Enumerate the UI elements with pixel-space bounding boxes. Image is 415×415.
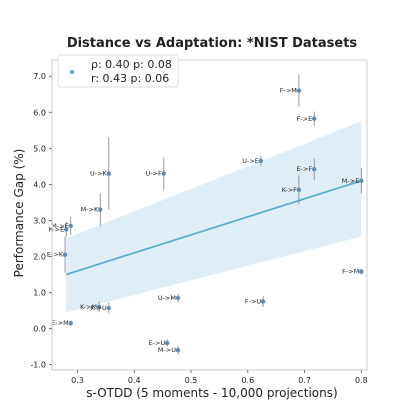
data-points bbox=[62, 88, 364, 353]
x-tick-label: 0.6 bbox=[241, 376, 254, 385]
data-point bbox=[260, 299, 266, 304]
data-point bbox=[98, 207, 103, 212]
point-label: U->K bbox=[90, 170, 108, 178]
point-label: U->E bbox=[242, 157, 259, 165]
data-point bbox=[106, 305, 111, 311]
y-tick-label: 5.0 bbox=[33, 144, 46, 153]
data-point bbox=[161, 171, 167, 176]
point-label: F->E bbox=[297, 115, 313, 123]
point-label: K->M bbox=[80, 303, 97, 311]
data-point bbox=[175, 347, 181, 353]
point-label: F->M bbox=[342, 268, 359, 276]
data-point bbox=[106, 171, 111, 176]
legend-box bbox=[57, 54, 179, 88]
point-label: M->K bbox=[81, 206, 99, 214]
point-label: E->F bbox=[297, 165, 313, 173]
y-tick-label: 7.0 bbox=[33, 72, 46, 81]
legend-line-pearson: r: 0.43 p: 0.06 bbox=[91, 72, 169, 85]
x-tick-label: 0.8 bbox=[355, 376, 368, 385]
plot-frame bbox=[51, 59, 368, 371]
data-point bbox=[96, 304, 102, 310]
point-label: K->F bbox=[282, 186, 297, 194]
plot-area: F->M F->E U->E E->F M->E K->F U->K U->F M->K M->E… bbox=[47, 74, 364, 355]
y-tick-label: -1.0 bbox=[30, 361, 46, 370]
x-tick-label: 0.3 bbox=[71, 376, 84, 385]
x-tick-label: 0.5 bbox=[185, 376, 198, 385]
regression-line bbox=[65, 179, 362, 276]
point-labels: F->M F->E U->E E->F M->E K->F U->K U->F M->K M->E… bbox=[47, 87, 359, 355]
data-point bbox=[312, 116, 317, 121]
data-point bbox=[258, 158, 264, 164]
legend: ρ: 0.40 p: 0.08 r: 0.43 p: 0.06 bbox=[57, 54, 179, 88]
y-tick-label: 6.0 bbox=[33, 108, 46, 117]
y-tick-label: 0.0 bbox=[33, 325, 46, 334]
x-tick-label: 0.4 bbox=[128, 376, 141, 385]
point-label: E->K bbox=[47, 251, 64, 259]
x-axis-label: s-OTDD (5 moments - 10,000 projections) bbox=[86, 386, 337, 400]
data-point bbox=[63, 227, 69, 232]
chart-title: Distance vs Adaptation: *NIST Datasets bbox=[67, 36, 358, 51]
data-point bbox=[68, 320, 73, 326]
data-point bbox=[175, 295, 181, 301]
x-axis-ticks: 0.3 0.4 0.5 0.6 0.7 0.8 bbox=[71, 370, 368, 385]
point-label: M->U bbox=[158, 346, 176, 354]
legend-line-spearman: ρ: 0.40 p: 0.08 bbox=[91, 58, 172, 71]
point-label: E->M bbox=[51, 319, 69, 327]
point-label: K->U bbox=[91, 304, 107, 312]
point-label: F->U bbox=[245, 298, 262, 306]
point-label: U->M bbox=[158, 294, 176, 302]
data-point bbox=[296, 88, 302, 93]
y-tick-label: 4.0 bbox=[33, 180, 46, 189]
data-point bbox=[359, 178, 364, 183]
point-label: M->E bbox=[51, 222, 69, 230]
data-point bbox=[296, 187, 302, 192]
y-tick-label: 2.0 bbox=[33, 252, 46, 261]
point-label: U->F bbox=[146, 170, 163, 178]
data-point bbox=[359, 269, 364, 274]
y-axis-label: Performance Gap (%) bbox=[12, 149, 26, 278]
data-point bbox=[68, 223, 73, 229]
point-label: K->E bbox=[49, 225, 64, 233]
point-label: M->E bbox=[342, 177, 360, 185]
y-tick-label: 3.0 bbox=[33, 216, 46, 225]
data-point bbox=[165, 340, 170, 346]
y-tick-label: 1.0 bbox=[33, 289, 46, 298]
confidence-band bbox=[66, 121, 362, 313]
legend-marker bbox=[70, 70, 74, 74]
y-axis-ticks: -1.0 0.0 1.0 2.0 3.0 4.0 5.0 6.0 7.0 bbox=[30, 72, 52, 370]
data-point bbox=[312, 167, 317, 172]
x-tick-label: 0.7 bbox=[298, 376, 311, 385]
point-label: F->M bbox=[280, 87, 297, 95]
point-label: E->U bbox=[149, 339, 166, 347]
data-point bbox=[62, 252, 68, 257]
